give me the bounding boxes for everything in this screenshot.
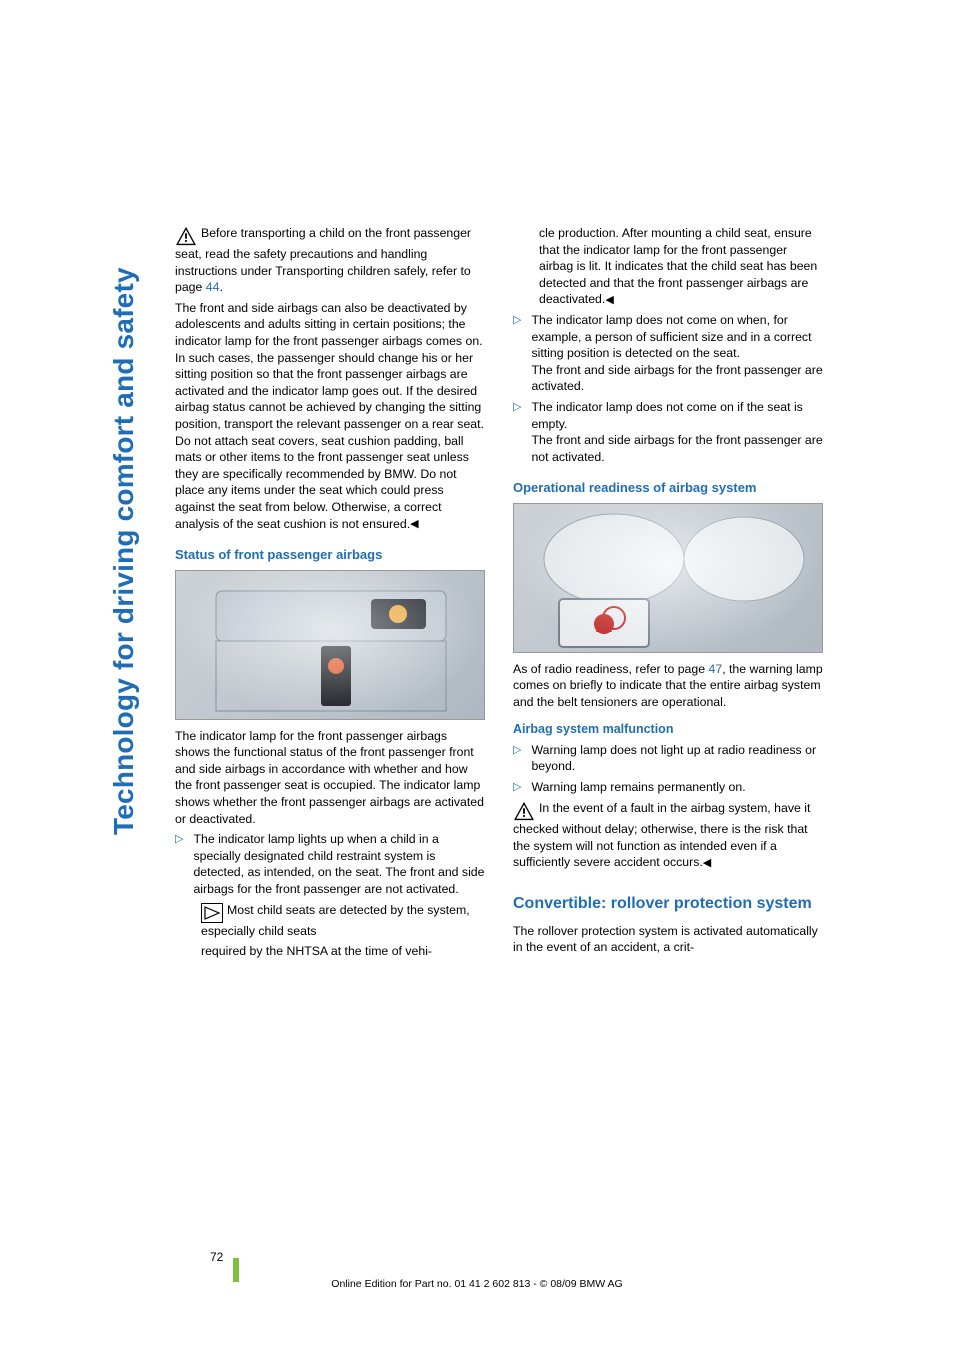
warning-text-b: . (219, 280, 222, 294)
cont-text: cle production. After mounting a child s… (539, 226, 817, 306)
content-columns: Before transporting a child on the front… (175, 225, 844, 964)
list-item: ▷ The indicator lamp lights up when a ch… (175, 831, 485, 897)
left-column: Before transporting a child on the front… (175, 225, 485, 964)
bullet-text: The indicator lamp does not come on when… (531, 312, 823, 395)
heading-status-airbags: Status of front passenger airbags (175, 546, 485, 564)
right-column: cle production. After mounting a child s… (513, 225, 823, 964)
bullet-text: Warning lamp does not light up at radio … (531, 742, 823, 775)
list-item: ▷ Warning lamp remains permanently on. (513, 779, 823, 797)
warning-icon (175, 226, 197, 246)
bullet-icon: ▷ (513, 779, 521, 797)
heading-convertible-rollover: Convertible: rollover protection system (513, 893, 823, 915)
end-marker-icon: ◀ (703, 856, 711, 871)
bullet-line: The indicator lamp does not come on when… (531, 313, 811, 360)
bullet-text: The indicator lamp lights up when a chil… (193, 831, 485, 897)
note-icon (201, 903, 223, 923)
warn-fault-body: In the event of a fault in the airbag sy… (513, 801, 810, 869)
bullet-line-cont: The front and side airbags for the front… (531, 363, 822, 394)
radio-readiness-text: As of radio readiness, refer to page 47,… (513, 661, 823, 711)
bullet-icon: ▷ (513, 312, 521, 395)
indicator-description: The indicator lamp for the front passeng… (175, 728, 485, 828)
instrument-cluster-image (513, 503, 823, 653)
radio-text-a: As of radio readiness, refer to page (513, 662, 709, 676)
note-text-a: Most child seats are detected by the sys… (201, 903, 470, 938)
warning-fault-text: In the event of a fault in the airbag sy… (513, 800, 823, 871)
page: Technology for driving comfort and safet… (0, 0, 954, 1350)
warning-icon (513, 801, 535, 821)
list-item: ▷ Warning lamp does not light up at radi… (513, 742, 823, 775)
bullet-line: The indicator lamp does not come on if t… (531, 400, 802, 431)
child-seat-note: Most child seats are detected by the sys… (201, 902, 485, 940)
heading-operational-readiness: Operational readiness of airbag system (513, 479, 823, 497)
bullet-icon: ▷ (513, 742, 521, 775)
warning-text-2: The front and side airbags can also be d… (175, 301, 484, 531)
section-side-tab: Technology for driving comfort and safet… (108, 225, 144, 835)
footer-text: Online Edition for Part no. 01 41 2 602 … (0, 1278, 954, 1290)
page-number: 72 (210, 1246, 239, 1270)
dashboard-indicator-image (175, 570, 485, 720)
end-marker-icon: ◀ (605, 293, 613, 308)
bullet-icon: ▷ (175, 831, 183, 897)
rollover-text: The rollover protection system is activa… (513, 923, 823, 956)
heading-airbag-malfunction: Airbag system malfunction (513, 721, 823, 738)
bullet-text: The indicator lamp does not come on if t… (531, 399, 823, 465)
warning-paragraph-1: Before transporting a child on the front… (175, 225, 485, 296)
child-seat-note-cont: required by the NHTSA at the time of veh… (201, 943, 485, 960)
list-item: ▷ The indicator lamp does not come on wh… (513, 312, 823, 395)
bullet-line-cont: The front and side airbags for the front… (531, 433, 822, 464)
page-ref-47[interactable]: 47 (709, 662, 723, 676)
continuation-text: cle production. After mounting a child s… (539, 225, 823, 308)
end-marker-icon: ◀ (410, 517, 418, 532)
list-item: ▷ The indicator lamp does not come on if… (513, 399, 823, 465)
bullet-text: Warning lamp remains permanently on. (531, 779, 823, 797)
bullet-icon: ▷ (513, 399, 521, 465)
warning-paragraph-2: The front and side airbags can also be d… (175, 300, 485, 532)
page-ref-44[interactable]: 44 (206, 280, 220, 294)
